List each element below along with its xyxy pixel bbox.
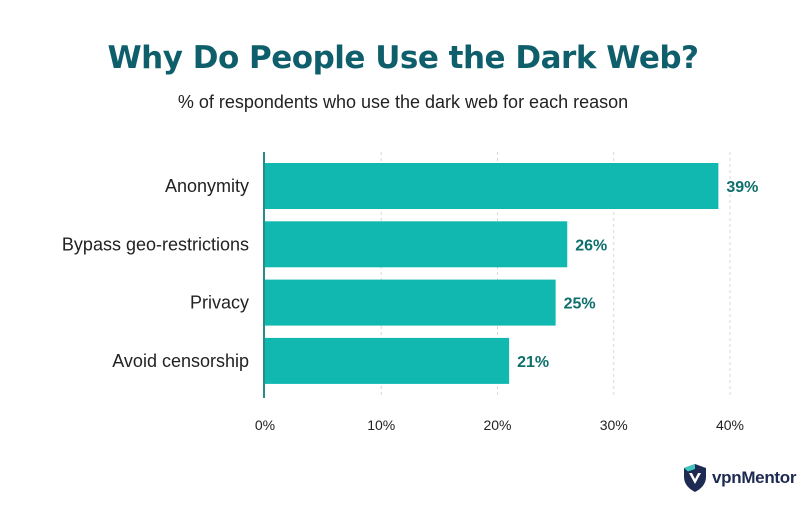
bars [265, 163, 719, 384]
x-tick-label: 0% [255, 417, 275, 433]
shield-logo-icon [684, 464, 706, 492]
bar [265, 279, 556, 326]
brand-name: vpnMentor [712, 468, 797, 487]
chart-subtitle: % of respondents who use the dark web fo… [177, 92, 629, 112]
x-tick-label: 10% [367, 417, 395, 433]
x-tick-label: 40% [716, 417, 744, 433]
value-label: 39% [726, 179, 758, 196]
brand-logo: vpnMentor [682, 463, 796, 493]
value-label: 25% [564, 296, 596, 313]
category-label: Avoid censorship [112, 351, 249, 371]
x-axis-ticks: 0% 10% 20% 30% 40% [255, 417, 744, 433]
bar [265, 221, 568, 268]
bar [265, 163, 719, 209]
category-label: Privacy [190, 293, 249, 313]
bar [265, 337, 510, 384]
category-labels: Anonymity 39% Bypass geo-restrictions 26% Pr… [62, 176, 758, 371]
value-label: 21% [517, 354, 549, 371]
chart-title: Why Do People Use the Dark Web? [107, 40, 699, 76]
x-tick-label: 20% [483, 417, 511, 433]
value-label: 26% [575, 237, 607, 254]
x-tick-label: 30% [600, 417, 628, 433]
category-label: Anonymity [165, 176, 249, 196]
category-label: Bypass geo-restrictions [62, 234, 249, 254]
